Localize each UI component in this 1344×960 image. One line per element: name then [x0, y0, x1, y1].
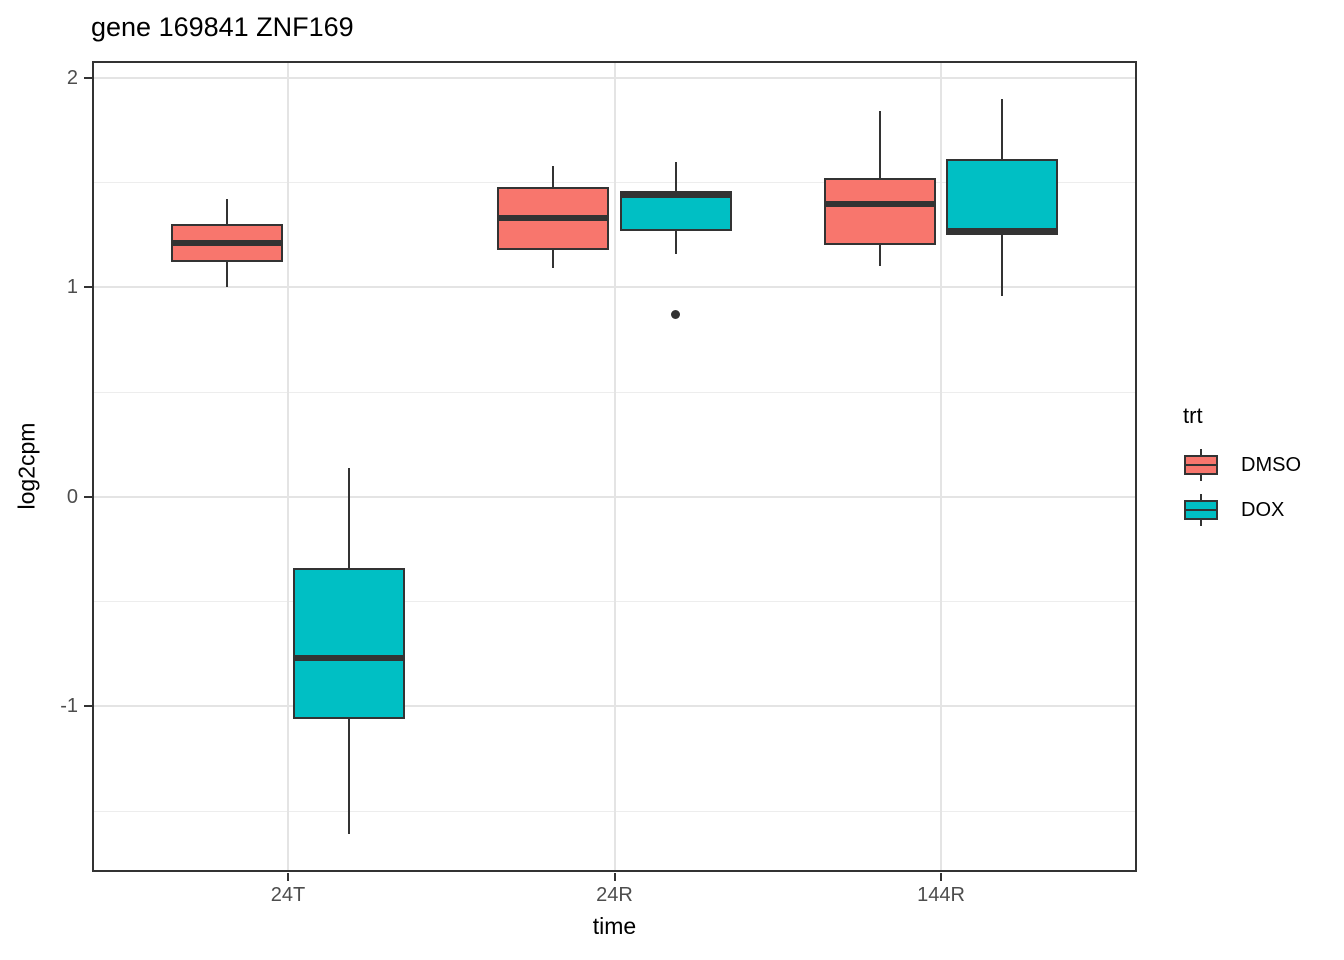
- median-line-24T-DOX: [293, 655, 406, 662]
- median-line-144R-DMSO: [823, 200, 936, 207]
- x-tick-label-144R: 144R: [917, 884, 965, 906]
- key-median-line: [1184, 464, 1218, 466]
- plot-panel: [92, 61, 1137, 872]
- y-tick-label-2: 2: [66, 66, 78, 89]
- y-tick-label--1: -1: [60, 695, 78, 718]
- chart-title: gene 169841 ZNF169: [91, 12, 354, 42]
- median-line-144R-DOX: [946, 227, 1059, 234]
- legend-label-dox: DOX: [1241, 498, 1285, 521]
- gridline-major-x-24T: [286, 61, 289, 872]
- legend-entry-dox: DOX: [1183, 492, 1301, 528]
- outlier-point-24R-DOX: [671, 310, 681, 320]
- x-axis-title: time: [592, 913, 637, 939]
- x-tick-label-24R: 24R: [596, 884, 633, 906]
- legend-title: trt: [1183, 403, 1203, 428]
- key-median-line: [1184, 509, 1218, 511]
- box-144R-DOX: [946, 159, 1059, 235]
- y-tick-mark-2: [84, 76, 92, 79]
- x-tick-mark-24T: [286, 873, 289, 881]
- box-24T-DOX: [293, 568, 406, 719]
- gridline-major-x-24R: [613, 61, 616, 872]
- boxplot-key-icon: [1183, 492, 1219, 528]
- median-line-24T-DMSO: [170, 240, 283, 247]
- y-tick-mark--1: [84, 705, 92, 708]
- legend: trt DMSO DOX: [1183, 403, 1301, 537]
- y-tick-label-1: 1: [66, 276, 78, 299]
- boxplot-key-icon: [1183, 447, 1219, 483]
- x-tick-mark-24R: [613, 873, 616, 881]
- x-tick-mark-144R: [940, 873, 943, 881]
- gridline-major-x-144R: [940, 61, 943, 872]
- legend-label-dmso: DMSO: [1241, 453, 1301, 476]
- box-144R-DMSO: [823, 178, 936, 246]
- y-tick-label-0: 0: [66, 485, 78, 508]
- y-tick-mark-0: [84, 495, 92, 498]
- median-line-24R-DMSO: [497, 215, 610, 222]
- legend-entry-dmso: DMSO: [1183, 447, 1301, 483]
- y-tick-mark-1: [84, 286, 92, 289]
- x-tick-label-24T: 24T: [270, 884, 306, 906]
- median-line-24R-DOX: [619, 192, 732, 199]
